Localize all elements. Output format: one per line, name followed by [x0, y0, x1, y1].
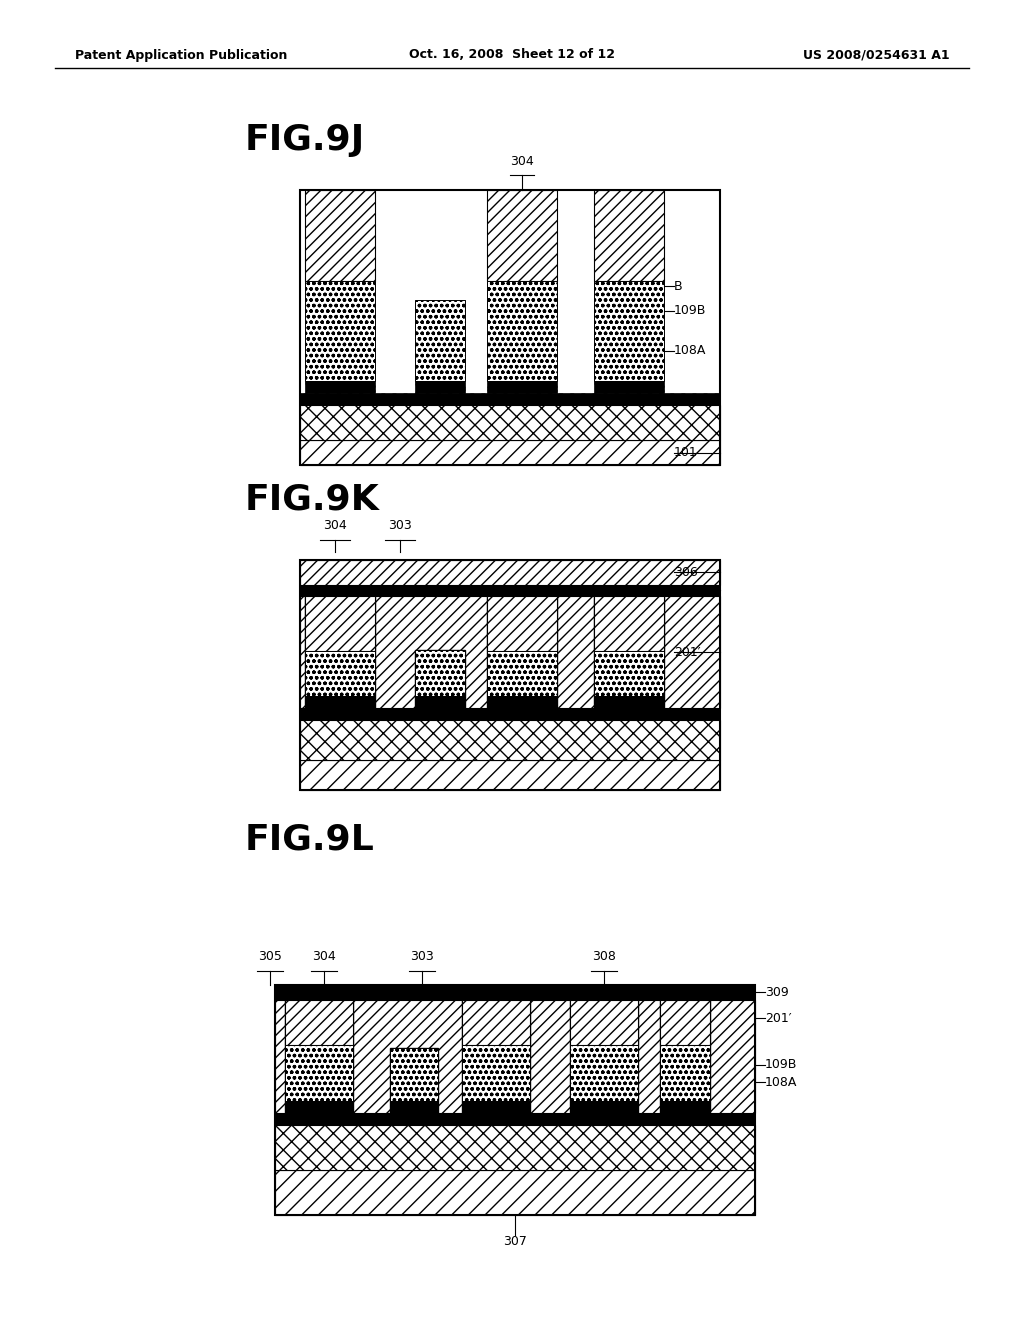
Text: US 2008/0254631 A1: US 2008/0254631 A1 — [804, 49, 950, 62]
Bar — [462, 1101, 530, 1113]
Bar — [570, 1001, 638, 1045]
Bar — [275, 985, 755, 1001]
Bar — [594, 696, 664, 708]
Bar — [300, 719, 720, 760]
Text: FIG.9J: FIG.9J — [245, 123, 366, 157]
Bar — [305, 597, 375, 651]
Bar — [487, 597, 557, 708]
Bar — [305, 381, 375, 393]
Bar — [570, 1001, 638, 1113]
Bar — [594, 281, 664, 381]
Bar — [275, 1125, 755, 1170]
Bar — [300, 585, 720, 597]
Bar — [487, 696, 557, 708]
Bar — [487, 281, 557, 381]
Bar — [300, 190, 720, 465]
Bar — [594, 190, 664, 281]
Text: 304: 304 — [324, 519, 347, 532]
Bar — [305, 651, 375, 696]
Text: FIG.9K: FIG.9K — [245, 483, 380, 517]
Bar — [462, 1001, 530, 1113]
Text: 109B: 109B — [674, 305, 707, 318]
Bar — [594, 381, 664, 393]
Bar — [487, 190, 557, 281]
Bar — [285, 1101, 353, 1113]
Text: 303: 303 — [411, 950, 434, 964]
Bar — [300, 708, 720, 719]
Bar — [305, 190, 375, 281]
Bar — [300, 560, 720, 789]
Bar — [390, 1101, 438, 1113]
Text: 108A: 108A — [765, 1076, 798, 1089]
Bar — [415, 649, 465, 708]
Bar — [275, 1001, 755, 1113]
Bar — [300, 760, 720, 789]
Bar — [462, 1045, 530, 1101]
Bar — [305, 696, 375, 708]
Bar — [487, 597, 557, 651]
Text: 109B: 109B — [765, 1059, 798, 1072]
Text: 308: 308 — [592, 950, 616, 964]
Text: 108A: 108A — [674, 345, 707, 358]
Text: 309: 309 — [765, 986, 788, 998]
Bar — [305, 281, 375, 381]
Bar — [300, 405, 720, 440]
Text: FIG.9L: FIG.9L — [245, 822, 375, 857]
Bar — [660, 1101, 710, 1113]
Text: B: B — [674, 280, 683, 293]
Text: 307: 307 — [503, 1236, 527, 1247]
Bar — [300, 440, 720, 465]
Bar — [415, 381, 465, 393]
Text: 303: 303 — [388, 519, 412, 532]
Bar — [415, 696, 465, 708]
Bar — [300, 393, 720, 405]
Bar — [390, 1048, 438, 1101]
Bar — [305, 597, 375, 708]
Text: 305: 305 — [674, 583, 698, 597]
Text: Oct. 16, 2008  Sheet 12 of 12: Oct. 16, 2008 Sheet 12 of 12 — [409, 49, 615, 62]
Bar — [415, 300, 465, 381]
Bar — [660, 1045, 710, 1101]
Text: 201′: 201′ — [765, 1011, 792, 1024]
Bar — [594, 651, 664, 696]
Bar — [275, 985, 755, 1214]
Bar — [487, 651, 557, 696]
Bar — [487, 381, 557, 393]
Text: 306: 306 — [674, 565, 697, 578]
Bar — [285, 1001, 353, 1113]
Text: 305: 305 — [258, 950, 282, 964]
Text: 201′: 201′ — [674, 645, 700, 659]
Bar — [415, 649, 465, 696]
Bar — [300, 560, 720, 585]
Bar — [462, 1001, 530, 1045]
Bar — [570, 1045, 638, 1101]
Bar — [594, 597, 664, 651]
Bar — [660, 1001, 710, 1113]
Bar — [390, 1048, 438, 1113]
Text: Patent Application Publication: Patent Application Publication — [75, 49, 288, 62]
Bar — [275, 1170, 755, 1214]
Bar — [300, 597, 720, 708]
Bar — [275, 1113, 755, 1125]
Text: 304: 304 — [510, 154, 534, 168]
Bar — [594, 597, 664, 708]
Bar — [660, 1001, 710, 1045]
Text: 101: 101 — [674, 446, 697, 459]
Bar — [570, 1101, 638, 1113]
Bar — [285, 1001, 353, 1045]
Bar — [285, 1045, 353, 1101]
Text: 304: 304 — [312, 950, 336, 964]
